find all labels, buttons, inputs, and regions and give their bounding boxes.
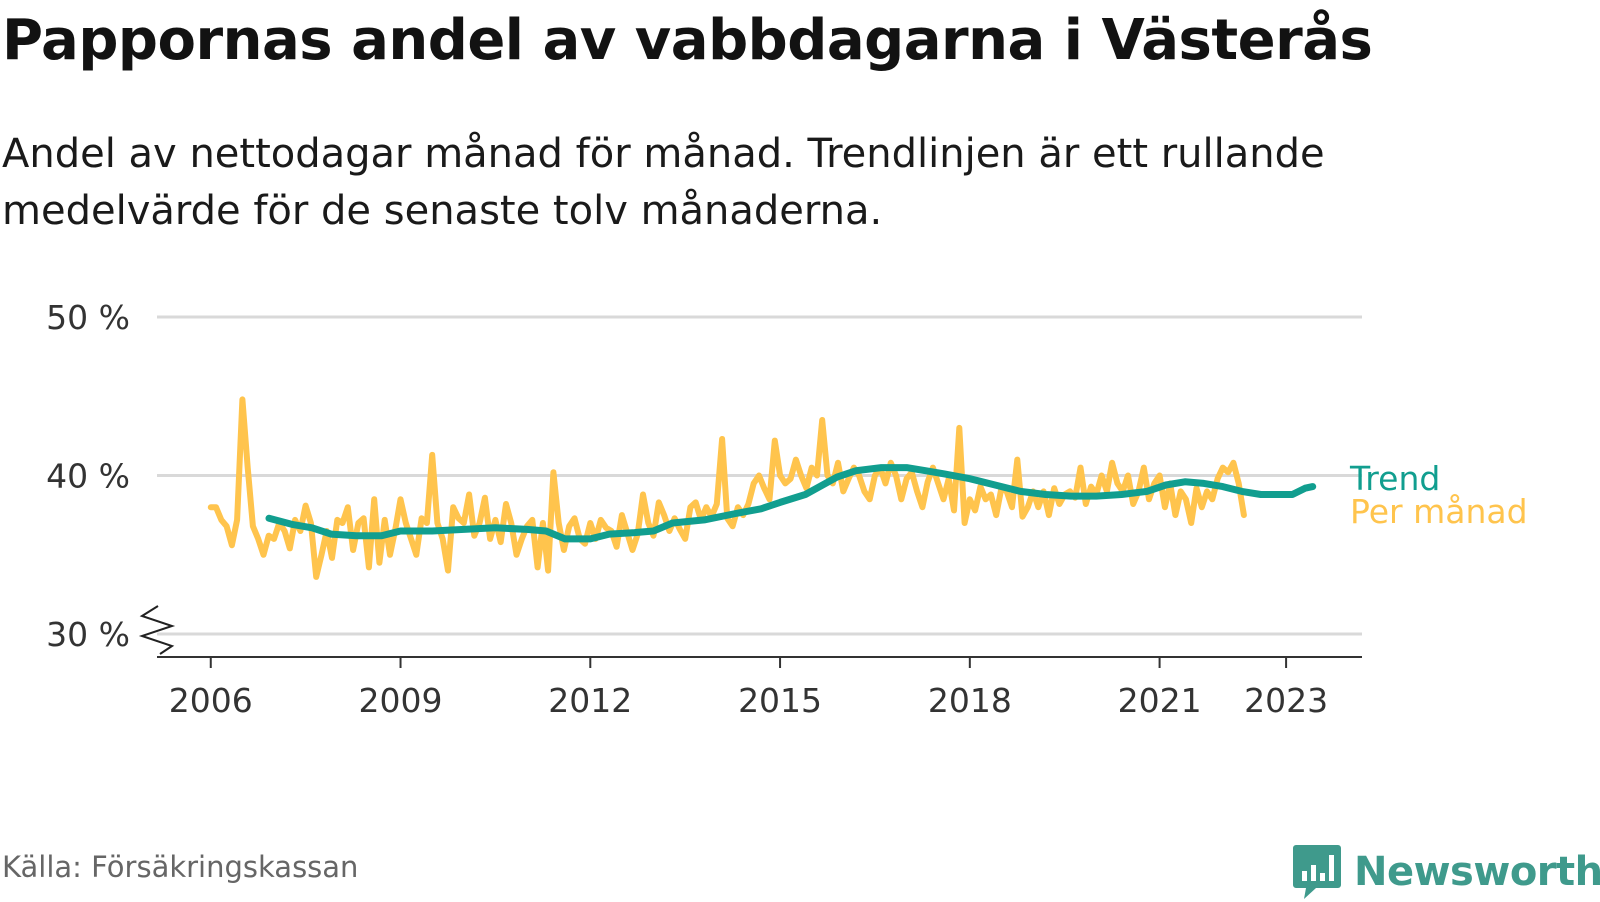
axis-break-mark [138, 605, 176, 655]
y-tick-label: 40 % [46, 457, 130, 496]
y-tick-label: 50 % [46, 298, 130, 337]
brand-name: Newsworthy [1354, 849, 1600, 895]
page-title: Pappornas andel av vabbdagarna i Västerå… [2, 8, 1373, 73]
x-tick-label: 2006 [169, 681, 253, 720]
y-tick-label: 30 % [46, 615, 130, 654]
x-tick-label: 2009 [359, 681, 443, 720]
source-note: Källa: Försäkringskassan [2, 850, 359, 884]
x-tick-label: 2021 [1118, 681, 1202, 720]
newsworthy-logo[interactable]: Newsworthy [1292, 842, 1600, 902]
series-line-per-manad [207, 396, 1247, 580]
chart-subtitle: Andel av nettodagar månad för månad. Tre… [2, 131, 1325, 234]
x-tick-label: 2012 [548, 681, 632, 720]
series-label-per-manad: Per månad [1350, 492, 1528, 531]
x-tick-label: 2018 [928, 681, 1012, 720]
x-tick-label: 2015 [738, 681, 822, 720]
series-label-trend: Trend [1349, 459, 1440, 498]
bar-chart-icon [1293, 845, 1341, 899]
series-line-trend [265, 464, 1317, 543]
x-tick-label: 2023 [1244, 681, 1328, 720]
